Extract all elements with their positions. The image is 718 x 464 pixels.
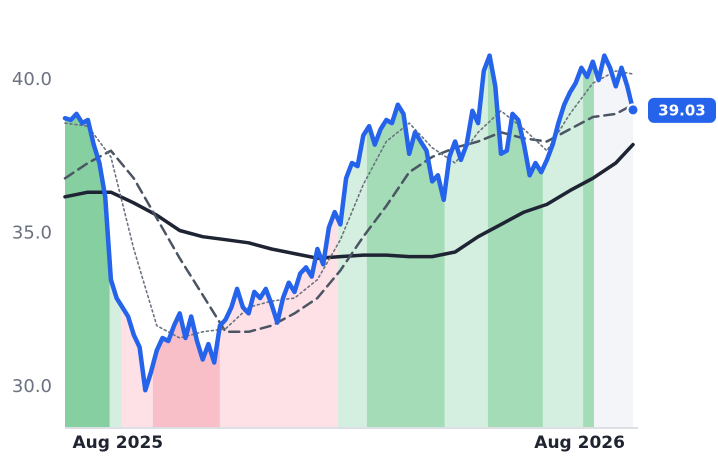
last-point — [626, 103, 640, 117]
y-tick-label: 30.0 — [12, 376, 52, 397]
zone — [121, 306, 153, 427]
zone — [542, 67, 584, 427]
y-tick-label: 40.0 — [12, 69, 52, 90]
line-dotted — [64, 70, 634, 339]
last-badge — [648, 97, 716, 123]
zone — [65, 113, 110, 427]
zone — [366, 104, 445, 428]
zone — [487, 55, 543, 428]
last-value-label: 39.03 — [658, 101, 705, 119]
zone — [593, 55, 633, 428]
line-dashed — [63, 103, 635, 334]
zone — [583, 61, 594, 428]
line-solid — [63, 142, 635, 260]
zone — [338, 129, 367, 428]
y-tick-label: 35.0 — [12, 223, 52, 244]
line-price — [62, 53, 636, 393]
x-tick-label: Aug 2025 — [72, 433, 163, 453]
x-tick-label: Aug 2026 — [534, 433, 625, 453]
